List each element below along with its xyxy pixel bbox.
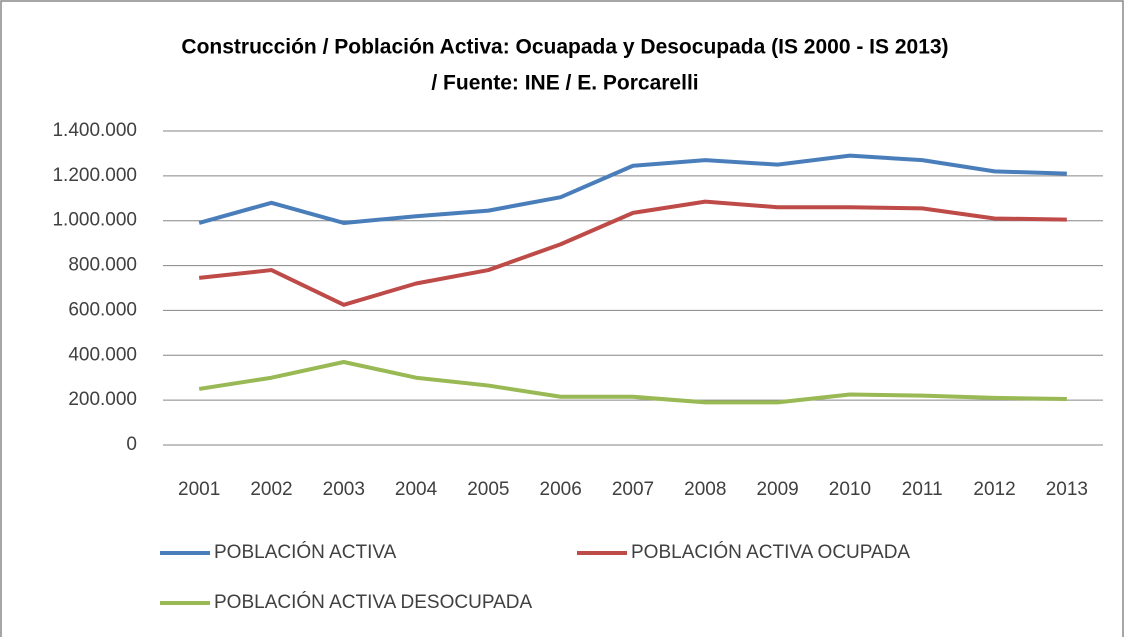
x-tick-label: 2009 bbox=[756, 479, 798, 500]
y-tick-label: 200.000 bbox=[68, 389, 137, 410]
legend-label: POBLACIÓN ACTIVA DESOCUPADA bbox=[214, 591, 532, 613]
x-tick-label: 2010 bbox=[829, 479, 871, 500]
series-line bbox=[198, 199, 1067, 307]
series-line bbox=[198, 360, 1067, 405]
legend-label: POBLACIÓN ACTIVA bbox=[214, 541, 397, 563]
x-tick-label: 2007 bbox=[612, 479, 654, 500]
x-tick-label: 2012 bbox=[973, 479, 1015, 500]
y-tick-label: 800.000 bbox=[68, 255, 137, 276]
chart-title: / Fuente: INE / E. Porcarelli bbox=[431, 72, 698, 95]
x-tick-label: 2011 bbox=[902, 479, 943, 500]
series-line bbox=[198, 153, 1067, 225]
y-tick-label: 400.000 bbox=[68, 344, 137, 365]
y-tick-label: 0 bbox=[126, 434, 137, 455]
x-tick-label: 2003 bbox=[323, 479, 365, 500]
y-tick-label: 600.000 bbox=[68, 299, 137, 320]
y-tick-label: 1.400.000 bbox=[52, 120, 137, 141]
x-tick-label: 2008 bbox=[684, 479, 726, 500]
x-tick-label: 2006 bbox=[540, 479, 582, 500]
y-tick-label: 1.200.000 bbox=[52, 165, 137, 186]
chart-title: Construcción / Población Activa: Ocuapad… bbox=[181, 36, 948, 59]
x-tick-label: 2004 bbox=[395, 479, 438, 500]
x-tick-label: 2013 bbox=[1046, 479, 1088, 500]
y-tick-label: 1.000.000 bbox=[52, 210, 137, 231]
x-tick-label: 2005 bbox=[467, 479, 509, 500]
x-tick-label: 2002 bbox=[250, 479, 292, 500]
x-tick-label: 2001 bbox=[178, 479, 220, 500]
legend-label: POBLACIÓN ACTIVA OCUPADA bbox=[631, 541, 910, 563]
